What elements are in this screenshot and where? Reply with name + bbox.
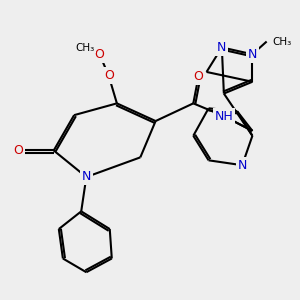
Text: N: N <box>238 159 247 172</box>
Text: N: N <box>82 170 91 184</box>
Text: O: O <box>104 69 114 82</box>
Text: O: O <box>94 48 104 61</box>
Text: O: O <box>94 48 104 61</box>
Text: O: O <box>13 144 23 157</box>
Text: N: N <box>217 41 226 54</box>
Text: CH₃: CH₃ <box>76 43 95 53</box>
Text: O: O <box>194 70 203 83</box>
Text: NH: NH <box>214 110 233 123</box>
Text: N: N <box>248 48 257 61</box>
Text: CH₃: CH₃ <box>273 37 292 46</box>
